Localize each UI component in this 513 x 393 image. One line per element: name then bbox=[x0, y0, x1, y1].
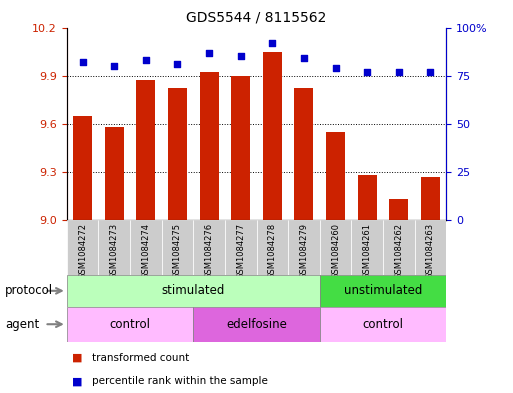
Text: GSM1084274: GSM1084274 bbox=[141, 223, 150, 279]
Text: GSM1084261: GSM1084261 bbox=[363, 223, 372, 279]
Bar bbox=[73, 116, 92, 220]
Bar bbox=[225, 220, 256, 275]
Point bbox=[110, 63, 118, 69]
Bar bbox=[383, 220, 415, 275]
Point bbox=[363, 69, 371, 75]
Bar bbox=[231, 75, 250, 220]
Text: agent: agent bbox=[5, 318, 40, 331]
Bar bbox=[67, 275, 320, 307]
Bar bbox=[320, 307, 446, 342]
Text: transformed count: transformed count bbox=[92, 353, 190, 363]
Bar bbox=[415, 220, 446, 275]
Point bbox=[173, 61, 182, 67]
Text: GSM1084277: GSM1084277 bbox=[236, 223, 245, 279]
Text: GSM1084278: GSM1084278 bbox=[268, 223, 277, 279]
Point bbox=[142, 57, 150, 63]
Bar bbox=[326, 132, 345, 220]
Bar bbox=[67, 220, 98, 275]
Text: unstimulated: unstimulated bbox=[344, 284, 422, 298]
Point bbox=[268, 40, 277, 46]
Text: GSM1084276: GSM1084276 bbox=[205, 223, 213, 279]
Bar bbox=[130, 220, 162, 275]
Bar bbox=[162, 220, 193, 275]
Point bbox=[300, 55, 308, 61]
Bar bbox=[105, 127, 124, 220]
Bar bbox=[168, 88, 187, 220]
Bar bbox=[351, 220, 383, 275]
Bar bbox=[256, 220, 288, 275]
Bar bbox=[193, 307, 320, 342]
Bar bbox=[288, 220, 320, 275]
Text: stimulated: stimulated bbox=[162, 284, 225, 298]
Bar bbox=[358, 175, 377, 220]
Bar bbox=[389, 199, 408, 220]
Text: GSM1084260: GSM1084260 bbox=[331, 223, 340, 279]
Text: edelfosine: edelfosine bbox=[226, 318, 287, 331]
Bar bbox=[320, 220, 351, 275]
Point bbox=[205, 50, 213, 56]
Text: ■: ■ bbox=[72, 376, 82, 386]
Title: GDS5544 / 8115562: GDS5544 / 8115562 bbox=[186, 11, 327, 25]
Bar bbox=[200, 72, 219, 220]
Text: control: control bbox=[363, 318, 404, 331]
Bar bbox=[320, 275, 446, 307]
Text: protocol: protocol bbox=[5, 284, 53, 298]
Point bbox=[236, 53, 245, 59]
Point bbox=[394, 69, 403, 75]
Bar bbox=[421, 177, 440, 220]
Text: GSM1084273: GSM1084273 bbox=[110, 223, 119, 279]
Text: GSM1084262: GSM1084262 bbox=[394, 223, 403, 279]
Text: GSM1084272: GSM1084272 bbox=[78, 223, 87, 279]
Bar bbox=[294, 88, 313, 220]
Bar bbox=[136, 81, 155, 220]
Text: GSM1084275: GSM1084275 bbox=[173, 223, 182, 279]
Point bbox=[426, 69, 435, 75]
Bar bbox=[98, 220, 130, 275]
Text: GSM1084279: GSM1084279 bbox=[300, 223, 308, 279]
Text: GSM1084263: GSM1084263 bbox=[426, 223, 435, 279]
Point bbox=[78, 59, 87, 65]
Text: control: control bbox=[109, 318, 150, 331]
Bar bbox=[67, 307, 193, 342]
Point bbox=[331, 65, 340, 71]
Text: ■: ■ bbox=[72, 353, 82, 363]
Text: percentile rank within the sample: percentile rank within the sample bbox=[92, 376, 268, 386]
Bar bbox=[193, 220, 225, 275]
Bar bbox=[263, 51, 282, 220]
